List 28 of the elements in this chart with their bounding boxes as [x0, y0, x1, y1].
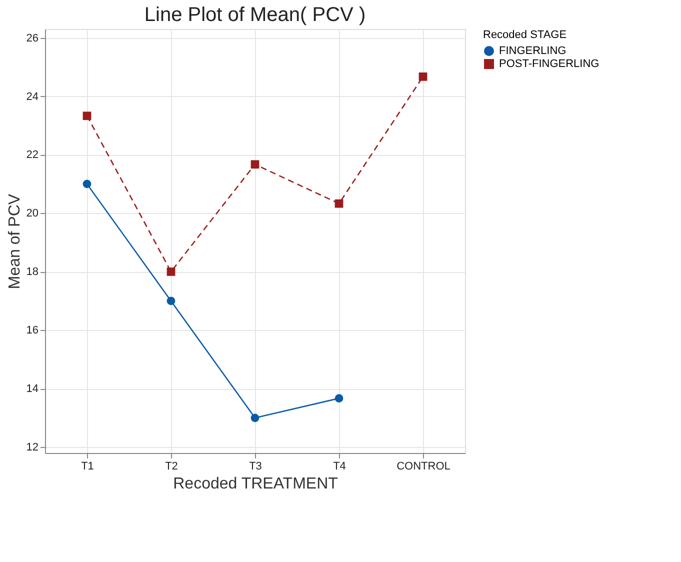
x-tick-label: T1: [81, 460, 94, 472]
legend-label: POST-FINGERLING: [499, 58, 600, 70]
point: [250, 160, 260, 169]
point: [166, 268, 176, 276]
x-tick-label: T4: [333, 460, 346, 472]
y-tick-label: 22: [26, 149, 38, 162]
y-axis-title: Mean of PCV: [6, 194, 24, 290]
y-tick-label: 20: [26, 208, 38, 220]
chart-title: Line Plot of Mean( PCV ): [144, 4, 366, 26]
x-tick-label: CONTROL: [396, 460, 450, 472]
x-tick-label: T3: [249, 460, 262, 472]
y-tick-label: 18: [26, 266, 38, 278]
y-tick-label: 14: [26, 383, 38, 396]
point: [334, 394, 344, 402]
point: [82, 112, 92, 120]
point: [418, 72, 428, 81]
point: [82, 180, 92, 188]
y-tick-label: 16: [26, 324, 38, 337]
x-axis-title: Recoded TREATMENT: [173, 476, 338, 492]
y-tick-label: 12: [26, 442, 38, 454]
point: [166, 296, 176, 306]
legend-label: FINGERLING: [499, 45, 566, 57]
point: [250, 414, 260, 422]
x-tick-label: T2: [165, 460, 178, 472]
y-tick-label: 26: [26, 32, 38, 44]
y-tick-label: 24: [26, 90, 38, 103]
point: [334, 199, 344, 208]
legend-title: Recoded STAGE: [483, 29, 567, 41]
